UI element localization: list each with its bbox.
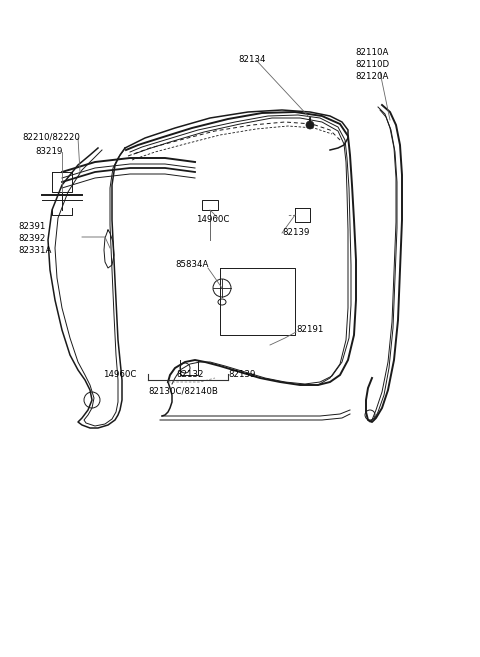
Text: 82391: 82391 — [18, 222, 46, 231]
Text: 14960C: 14960C — [196, 215, 229, 224]
Text: 82110A: 82110A — [355, 48, 388, 57]
Text: 82110D: 82110D — [355, 60, 389, 69]
Text: 85834A: 85834A — [175, 260, 208, 269]
Text: 82139: 82139 — [228, 370, 255, 379]
Text: 82130C/82140B: 82130C/82140B — [148, 386, 218, 395]
Text: 82331A: 82331A — [18, 246, 51, 255]
Text: 82120A: 82120A — [355, 72, 388, 81]
Text: 82139: 82139 — [282, 228, 310, 237]
Text: 82210/82220: 82210/82220 — [22, 133, 80, 142]
Bar — [202, 200, 218, 210]
Text: 82132: 82132 — [176, 370, 204, 379]
Text: 82134: 82134 — [238, 55, 265, 64]
Text: 82191: 82191 — [296, 325, 324, 334]
Text: 82392: 82392 — [18, 234, 46, 243]
Circle shape — [306, 121, 314, 129]
Text: 14960C: 14960C — [103, 370, 136, 379]
Text: 83219: 83219 — [35, 147, 62, 156]
